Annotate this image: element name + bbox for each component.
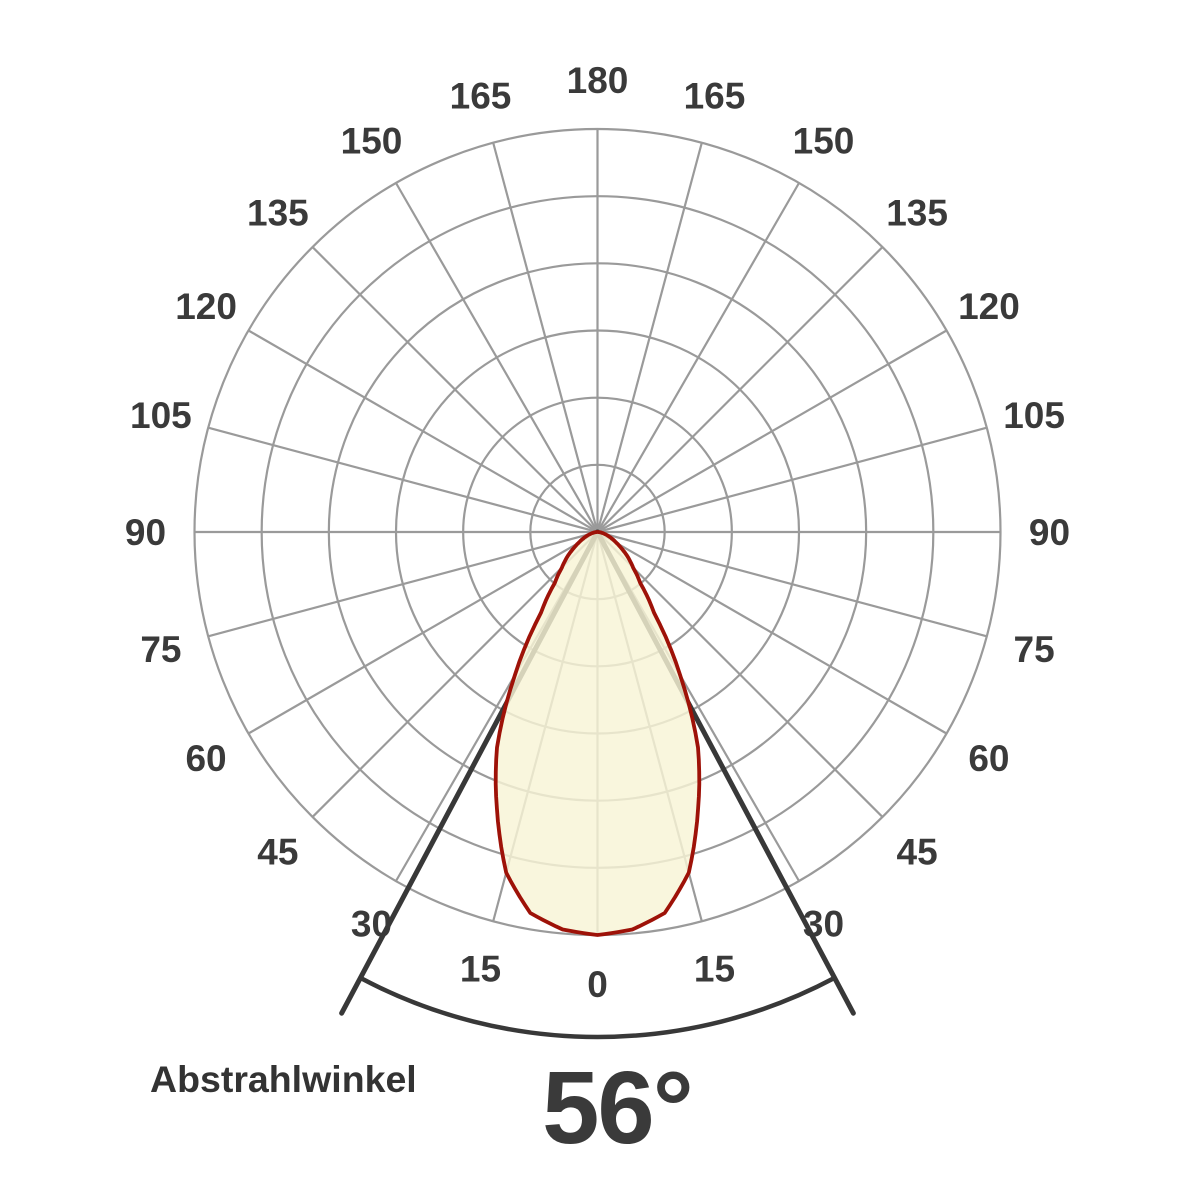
angle-label: 45: [257, 832, 298, 873]
lobe-path: [493, 530, 702, 937]
intensity-lobe: [493, 530, 702, 937]
angle-label: 30: [351, 904, 392, 945]
beam-arc: [358, 975, 837, 1040]
angle-label: 30: [803, 904, 844, 945]
caption-label: Abstrahlwinkel: [150, 1058, 417, 1100]
angle-label: 120: [175, 286, 237, 327]
angle-label: 60: [968, 738, 1009, 779]
angle-label: 0: [587, 964, 608, 1005]
angle-label: 15: [460, 949, 501, 990]
angle-label: 165: [684, 76, 746, 117]
angle-label: 120: [958, 286, 1020, 327]
angle-label: 45: [897, 832, 938, 873]
angle-label: 180: [567, 60, 629, 101]
angle-label: 105: [130, 395, 192, 436]
angle-label: 165: [450, 76, 512, 117]
angle-label: 150: [341, 121, 403, 162]
angle-label: 135: [886, 193, 948, 234]
angle-label: 150: [793, 121, 855, 162]
angle-label: 75: [1014, 629, 1055, 670]
angle-label: 90: [125, 512, 166, 553]
beam-angle-value: 56°: [542, 1050, 694, 1165]
angle-label: 90: [1029, 512, 1070, 553]
angle-labels: 0 15 15 30 30 45 45 60 60 75 75 90 90 105 105 120 120 135…: [125, 60, 1070, 1005]
angle-label: 15: [694, 949, 735, 990]
angle-label: 75: [140, 629, 181, 670]
angle-label: 60: [185, 738, 226, 779]
angle-label: 105: [1003, 395, 1065, 436]
angle-label: 135: [247, 193, 309, 234]
